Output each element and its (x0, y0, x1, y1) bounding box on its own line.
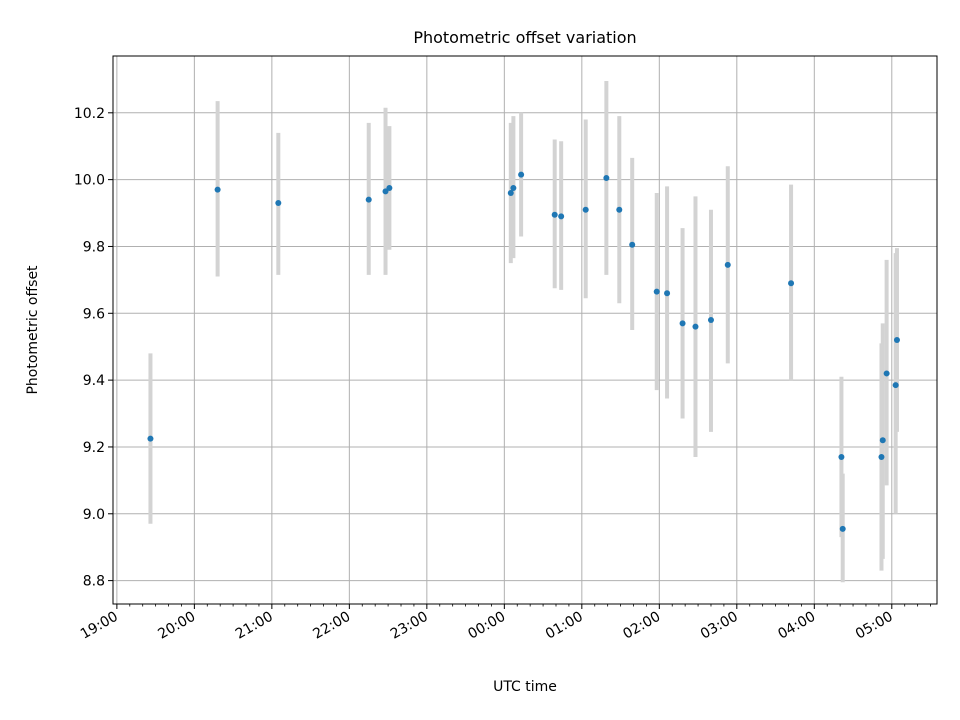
y-tick-label: 9.0 (83, 507, 105, 523)
data-point (507, 190, 514, 196)
data-point (603, 174, 610, 181)
grid (113, 56, 937, 604)
data-point (883, 370, 890, 377)
data-point (214, 186, 221, 193)
data-point (616, 206, 623, 213)
data-point (707, 316, 714, 323)
y-tick-label: 9.8 (83, 239, 105, 255)
chart-title: Photometric offset variation (413, 28, 636, 47)
data-point (365, 196, 372, 203)
data-point (893, 337, 900, 344)
data-point (518, 171, 525, 178)
y-tick-label: 8.8 (83, 574, 105, 590)
data-point (629, 241, 636, 248)
data-point (582, 206, 589, 213)
data-point (664, 290, 671, 297)
data-point (386, 184, 393, 191)
data-point (892, 382, 899, 389)
data-point (724, 261, 731, 268)
data-point (551, 211, 558, 218)
y-axis-ticks: 8.8 9.0 9.2 9.4 9.6 9.8 10.0 10.2 (74, 106, 113, 590)
data-point (558, 213, 565, 220)
y-tick-label: 9.4 (83, 373, 105, 389)
y-tick-label: 9.2 (83, 440, 105, 456)
data-points (147, 171, 900, 532)
data-point (147, 435, 154, 442)
y-axis-label: Photometric offset (25, 265, 41, 395)
data-point (692, 323, 699, 330)
y-tick-label: 10.2 (74, 106, 105, 122)
y-tick-label: 10.0 (74, 173, 105, 189)
data-point (838, 453, 845, 460)
data-point (679, 320, 686, 327)
data-point (788, 280, 795, 287)
y-tick-label: 9.6 (83, 306, 105, 322)
x-axis-label: UTC time (493, 679, 557, 695)
data-point (879, 437, 886, 444)
data-point (878, 453, 885, 460)
data-point (275, 200, 282, 207)
plot-frame (112, 55, 938, 605)
data-point (839, 525, 846, 532)
data-point (510, 184, 517, 191)
data-point (382, 188, 389, 195)
data-point (653, 288, 660, 295)
